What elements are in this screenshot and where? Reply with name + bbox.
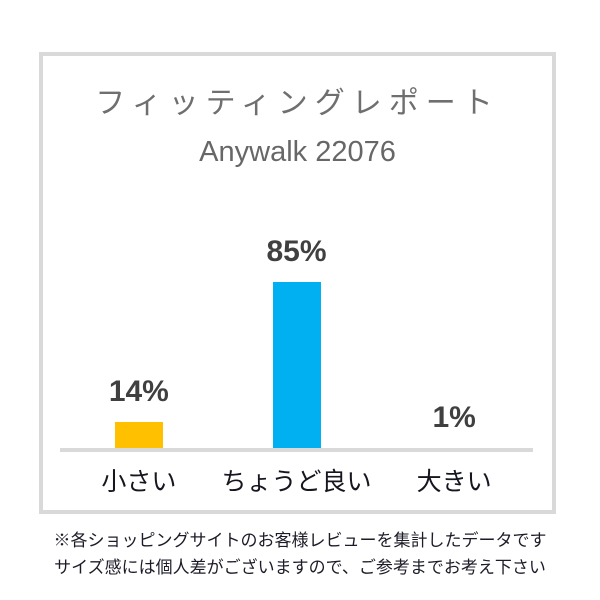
category-axis: 小さい ちょうど良い 大きい: [60, 462, 533, 498]
category-label: 大きい: [416, 468, 492, 496]
bar-column: 14%: [60, 262, 218, 450]
category-label: ちょうど良い: [221, 468, 372, 496]
bar-value-label: 14%: [108, 375, 169, 408]
bar-column: 85%: [218, 235, 376, 450]
footnote: ※各ショッピングサイトのお客様レビューを集計したデータです サイズ感には個人差が…: [0, 527, 600, 581]
x-axis-line: [60, 448, 533, 452]
category-label: 小さい: [101, 468, 177, 496]
footnote-line-1: ※各ショッピングサイトのお客様レビューを集計したデータです: [53, 531, 547, 550]
report-subtitle: Anywalk 22076: [199, 136, 396, 168]
bar: [272, 282, 321, 450]
bar-value-label: 1%: [432, 401, 476, 434]
report-title: フィッティングレポート: [95, 87, 500, 120]
footnote-line-2: サイズ感には個人差がございますので、ご参考までお考え下さい: [54, 558, 546, 578]
bar-value-label: 85%: [266, 235, 327, 268]
bar: [114, 422, 163, 450]
bar-column: 1%: [375, 262, 533, 450]
fitting-bar-chart: 14% 85% 1%: [60, 235, 533, 450]
